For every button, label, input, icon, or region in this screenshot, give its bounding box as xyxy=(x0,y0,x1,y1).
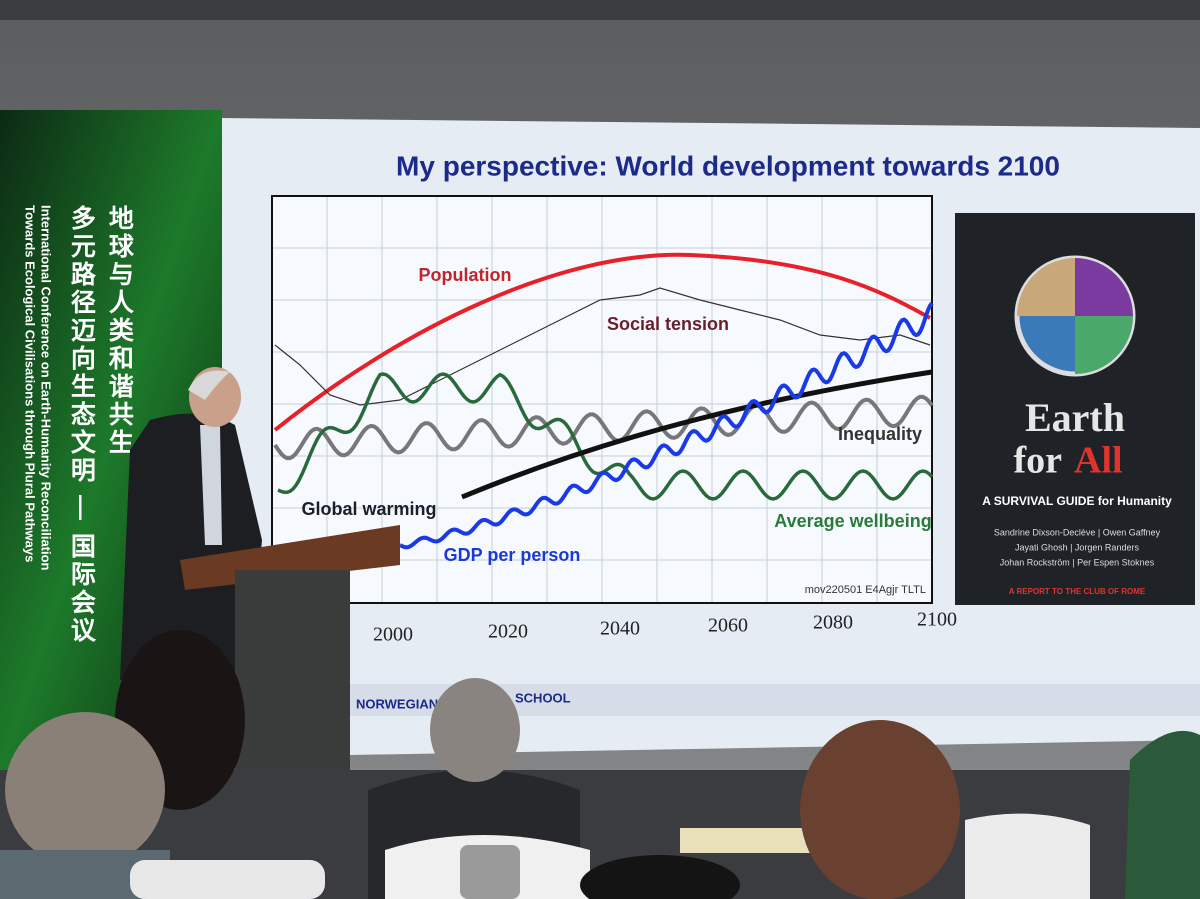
curve-label: Global warming xyxy=(301,499,436,519)
audience-head xyxy=(800,720,960,899)
curve-label: Inequality xyxy=(838,424,922,444)
black-curve xyxy=(461,369,933,500)
banner-chinese-1: 地球与人类和谐共生 xyxy=(105,205,134,457)
curve-label: Average wellbeing xyxy=(774,511,931,531)
audience-head xyxy=(430,678,520,782)
population-curve xyxy=(273,252,931,432)
book-author: Jayati Ghosh | Jorgen Randers xyxy=(1015,542,1139,552)
slide-title: My perspective: World development toward… xyxy=(396,150,1060,181)
globe-segment xyxy=(1075,258,1133,316)
x-label: 2100 xyxy=(917,609,957,631)
footer-text: SCHOOL xyxy=(515,690,571,705)
x-label: 2020 xyxy=(488,621,528,643)
inequality-curve xyxy=(273,394,934,461)
podium-stand xyxy=(235,570,350,785)
x-label: 2080 xyxy=(813,612,853,634)
book-title: All xyxy=(1074,440,1123,482)
thermos xyxy=(460,845,520,899)
papers xyxy=(680,828,810,853)
x-label: 2040 xyxy=(600,618,640,640)
source-note: mov220501 E4Agjr TLTL xyxy=(805,584,926,596)
chair xyxy=(130,860,325,899)
globe-segment xyxy=(1075,316,1133,374)
book-report: A REPORT TO THE CLUB OF ROME xyxy=(1009,587,1146,596)
chair xyxy=(965,813,1090,899)
curve-label: Population xyxy=(419,265,512,285)
curves xyxy=(273,252,934,550)
book-title: for xyxy=(1013,440,1062,482)
speaker-body xyxy=(120,413,262,680)
ceiling xyxy=(0,0,1200,20)
footer-text: NORWEGIAN xyxy=(356,696,438,711)
banner-english-2: Towards Ecological Civilisations through… xyxy=(23,205,38,562)
curve-label: Social tension xyxy=(607,314,729,334)
speaker-hair xyxy=(188,370,230,400)
curve-label: GDP per person xyxy=(444,545,581,565)
book-subtitle: A SURVIVAL GUIDE for Humanity xyxy=(982,494,1172,508)
book-author: Johan Rockström | Per Espen Stoknes xyxy=(1000,557,1155,567)
x-label: 2060 xyxy=(708,615,748,637)
book-title: Earth xyxy=(1025,395,1125,440)
social-tension-curve xyxy=(274,287,931,406)
speaker-shirt xyxy=(200,425,222,545)
banner-chinese-2: 多元路径迈向生态文明 — 国际会议 xyxy=(67,205,96,645)
banner-english-1: International Conference on Earth-Humani… xyxy=(39,205,54,571)
gdp-curve xyxy=(399,301,934,550)
audience-head xyxy=(5,712,165,868)
x-label: 2000 xyxy=(373,624,413,646)
globe-segment xyxy=(1017,258,1075,316)
audience-body xyxy=(1125,730,1200,899)
book-author: Sandrine Dixson-Declève | Owen Gaffney xyxy=(994,527,1161,537)
audience-head xyxy=(580,855,740,899)
